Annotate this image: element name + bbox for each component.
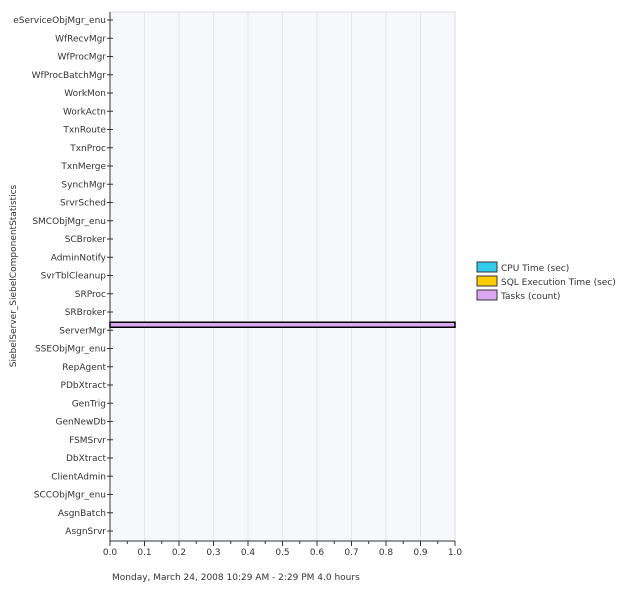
y-tick-label: TxnProc: [69, 144, 106, 154]
y-axis-label: SiebelServer_SiebelComponentStatistics: [9, 184, 19, 367]
y-tick-label: RepAgent: [62, 363, 106, 373]
y-tick-label: WfProcMgr: [58, 53, 107, 63]
y-tick-label: SCBroker: [65, 235, 107, 245]
x-tick-label: 0.6: [310, 548, 325, 558]
y-tick-label: SRBroker: [65, 308, 107, 318]
y-tick-label: SvrTblCleanup: [41, 272, 107, 282]
y-tick-label: SrvrSched: [60, 199, 106, 209]
y-tick-label: WfProcBatchMgr: [32, 71, 107, 81]
y-tick-label: GenTrig: [72, 399, 106, 409]
x-tick-label: 0.8: [379, 548, 394, 558]
y-tick-label: TxnRoute: [62, 126, 106, 136]
y-tick-label: AsgnBatch: [58, 509, 106, 519]
x-tick-label: 1.0: [448, 548, 463, 558]
y-tick-label: AsgnSrvr: [65, 527, 106, 537]
y-tick-label: SSEObjMgr_enu: [35, 345, 106, 355]
x-tick-label: 0.2: [172, 548, 186, 558]
y-tick-label: SCCObjMgr_enu: [34, 491, 106, 501]
y-tick-label: GenNewDb: [56, 418, 107, 428]
legend-label: CPU Time (sec): [501, 264, 569, 274]
y-tick-label: DbXtract: [66, 454, 107, 464]
legend-swatch: [476, 289, 498, 301]
y-tick-label: WorkActn: [63, 107, 106, 117]
y-tick-label: WfRecvMgr: [55, 34, 106, 44]
y-tick-label: SRProc: [75, 290, 106, 300]
y-tick-label: PDbXtract: [61, 381, 107, 391]
y-tick-label: FSMSrvr: [69, 436, 106, 446]
y-tick-label: ClientAdmin: [51, 472, 106, 482]
legend-swatch: [476, 275, 498, 287]
y-tick-label: TxnMerge: [60, 162, 106, 172]
x-axis-label: Monday, March 24, 2008 10:29 AM - 2:29 P…: [112, 573, 360, 583]
legend-label: Tasks (count): [500, 292, 560, 302]
y-tick-label: eServiceObjMgr_enu: [13, 16, 106, 26]
y-tick-label: ServerMgr: [59, 326, 106, 336]
x-tick-label: 0.7: [344, 548, 358, 558]
y-tick-label: AdminNotify: [51, 253, 107, 263]
legend-label: SQL Execution Time (sec): [501, 278, 616, 288]
x-tick-label: 0.5: [275, 548, 289, 558]
y-tick-label: WorkMon: [64, 89, 106, 99]
x-tick-label: 0.3: [206, 548, 220, 558]
x-tick-label: 0.0: [103, 548, 118, 558]
y-tick-label: SynchMgr: [61, 180, 106, 190]
bar-tasks: [109, 321, 456, 328]
y-tick-label: SMCObjMgr_enu: [32, 217, 106, 227]
legend-swatch: [476, 261, 498, 273]
x-tick-label: 0.4: [241, 548, 256, 558]
x-tick-label: 0.9: [413, 548, 428, 558]
x-tick-label: 0.1: [137, 548, 151, 558]
